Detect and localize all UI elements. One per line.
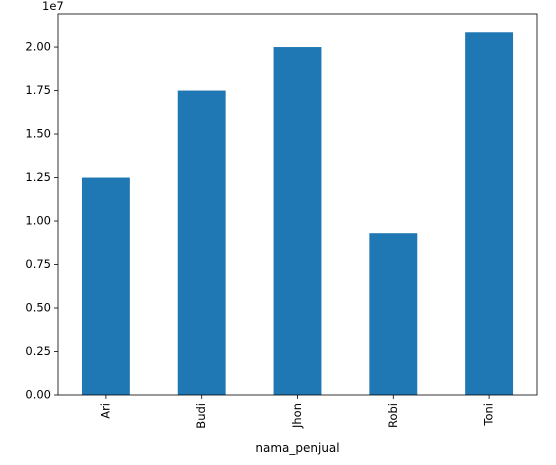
y-tick-label: 0.00 xyxy=(25,388,51,402)
y-tick-label: 0.25 xyxy=(25,344,51,358)
y-tick-label: 0.75 xyxy=(25,257,51,271)
bar-robi xyxy=(369,233,418,395)
y-axis-offset-label: 1e7 xyxy=(42,0,64,13)
y-tick-label: 0.50 xyxy=(25,301,51,315)
plot-frame xyxy=(57,13,538,396)
y-tick-label: 1.50 xyxy=(25,127,51,141)
x-tick-label: Budi xyxy=(194,403,208,429)
x-tick-label: Jhon xyxy=(290,403,304,429)
bar-jhon xyxy=(273,47,322,395)
x-tick-label: Ari xyxy=(98,403,112,419)
bar-ari xyxy=(81,177,130,395)
bar-series xyxy=(81,32,514,396)
x-axis-label: nama_penjual xyxy=(255,441,339,455)
x-tick-label: Toni xyxy=(482,403,496,427)
y-axis: 0.00 0.25 0.50 0.75 1.00 1.25 1.50 1.75 2.00 xyxy=(25,40,58,402)
x-axis: Ari Budi Jhon Robi Toni xyxy=(98,395,496,429)
y-tick-label: 1.75 xyxy=(25,83,51,97)
bar-toni xyxy=(465,32,514,396)
bar-budi xyxy=(177,90,226,395)
y-tick-label: 1.00 xyxy=(25,214,51,228)
y-tick-label: 2.00 xyxy=(25,40,51,54)
x-tick-label: Robi xyxy=(386,403,400,428)
y-tick-label: 1.25 xyxy=(25,170,51,184)
